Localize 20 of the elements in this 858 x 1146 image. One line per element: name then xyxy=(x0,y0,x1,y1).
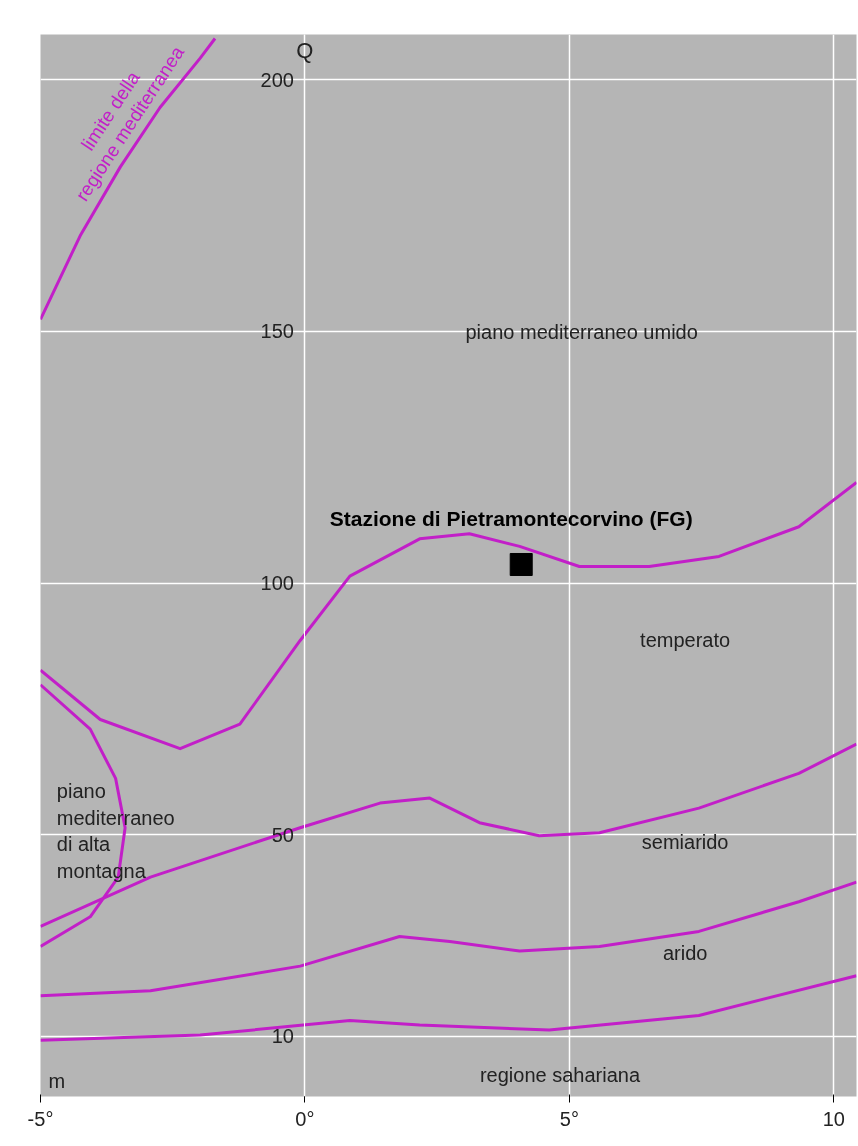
annotation: arido xyxy=(662,942,708,965)
series-label: Stazione di Pietramontecorvino (FG) xyxy=(329,507,693,531)
x-tick-label: -5° xyxy=(27,1107,54,1130)
annotation: regione sahariana xyxy=(479,1064,641,1087)
y-axis-title: Q xyxy=(296,38,314,63)
annotation: piano mediterraneo umido xyxy=(465,320,698,343)
x-tick-label: 0° xyxy=(295,1107,315,1130)
line-series xyxy=(40,37,217,321)
y-tick-label: 10 xyxy=(271,1025,294,1048)
x-tick-label: 5° xyxy=(559,1107,579,1130)
y-tick-label: 100 xyxy=(260,572,294,595)
annotation: semiarido xyxy=(641,830,729,853)
line-series xyxy=(40,880,857,998)
line-series xyxy=(40,480,857,751)
x-axis-title: m xyxy=(48,1069,66,1092)
line-series xyxy=(40,974,857,1042)
x-tick-label: 10 xyxy=(822,1107,845,1130)
y-tick-label: 150 xyxy=(260,320,294,343)
annotation: temperato xyxy=(640,628,731,651)
y-tick-label: 200 xyxy=(260,68,294,91)
